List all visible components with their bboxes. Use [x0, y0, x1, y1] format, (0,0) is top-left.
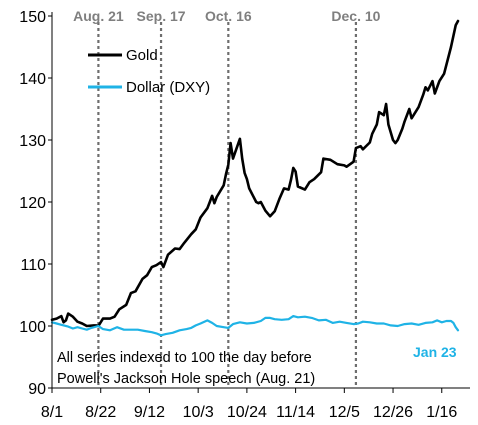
legend-label-dollar: Dollar (DXY): [126, 79, 210, 96]
x-tick-label: 1/16: [426, 404, 457, 421]
y-tick-label: 110: [20, 257, 46, 274]
series-line-dollar: [50, 315, 460, 337]
x-axis-ticks: 8/1 8/22 9/12 10/3 10/24 11/14 12/5 12/26 1/16: [41, 388, 457, 421]
legend-label-gold: Gold: [126, 47, 158, 64]
x-tick-label: 9/12: [134, 404, 165, 421]
x-tick-label: 10/24: [227, 404, 267, 421]
axes: [51, 12, 470, 389]
y-tick-label: 150: [19, 9, 46, 26]
x-tick-label: 8/22: [85, 404, 116, 421]
series-lines: [50, 19, 460, 337]
index-note-line1: All series indexed to 100 the day before: [57, 350, 312, 366]
y-tick-label: 90: [28, 381, 46, 398]
y-tick-label: 140: [19, 71, 46, 88]
x-tick-label: 12/26: [373, 404, 413, 421]
event-marker-label: Aug. 21: [73, 8, 124, 24]
event-markers: Aug. 21 Sep. 17 Oct. 16 Dec. 10: [73, 8, 381, 388]
y-tick-label: 100: [19, 319, 46, 336]
series-line-gold: [50, 19, 460, 328]
event-marker-label: Oct. 16: [205, 8, 252, 24]
x-tick-label: 10/3: [183, 404, 214, 421]
y-tick-label: 130: [19, 133, 46, 150]
event-marker-label: Sep. 17: [137, 8, 186, 24]
x-tick-label: 8/1: [41, 404, 63, 421]
y-axis-ticks: 90 100 110 120 130 140 150: [19, 9, 52, 398]
index-note-line2: Powell's Jackson Hole speech (Aug. 21): [57, 371, 315, 387]
index-note: All series indexed to 100 the day before…: [57, 350, 315, 387]
y-tick-label: 120: [19, 195, 46, 212]
legend: Gold Dollar (DXY): [88, 47, 210, 96]
x-tick-label: 11/14: [276, 404, 315, 421]
end-date-label: Jan 23: [413, 344, 457, 360]
event-marker-label: Dec. 10: [331, 8, 380, 24]
x-tick-label: 12/5: [329, 404, 360, 421]
